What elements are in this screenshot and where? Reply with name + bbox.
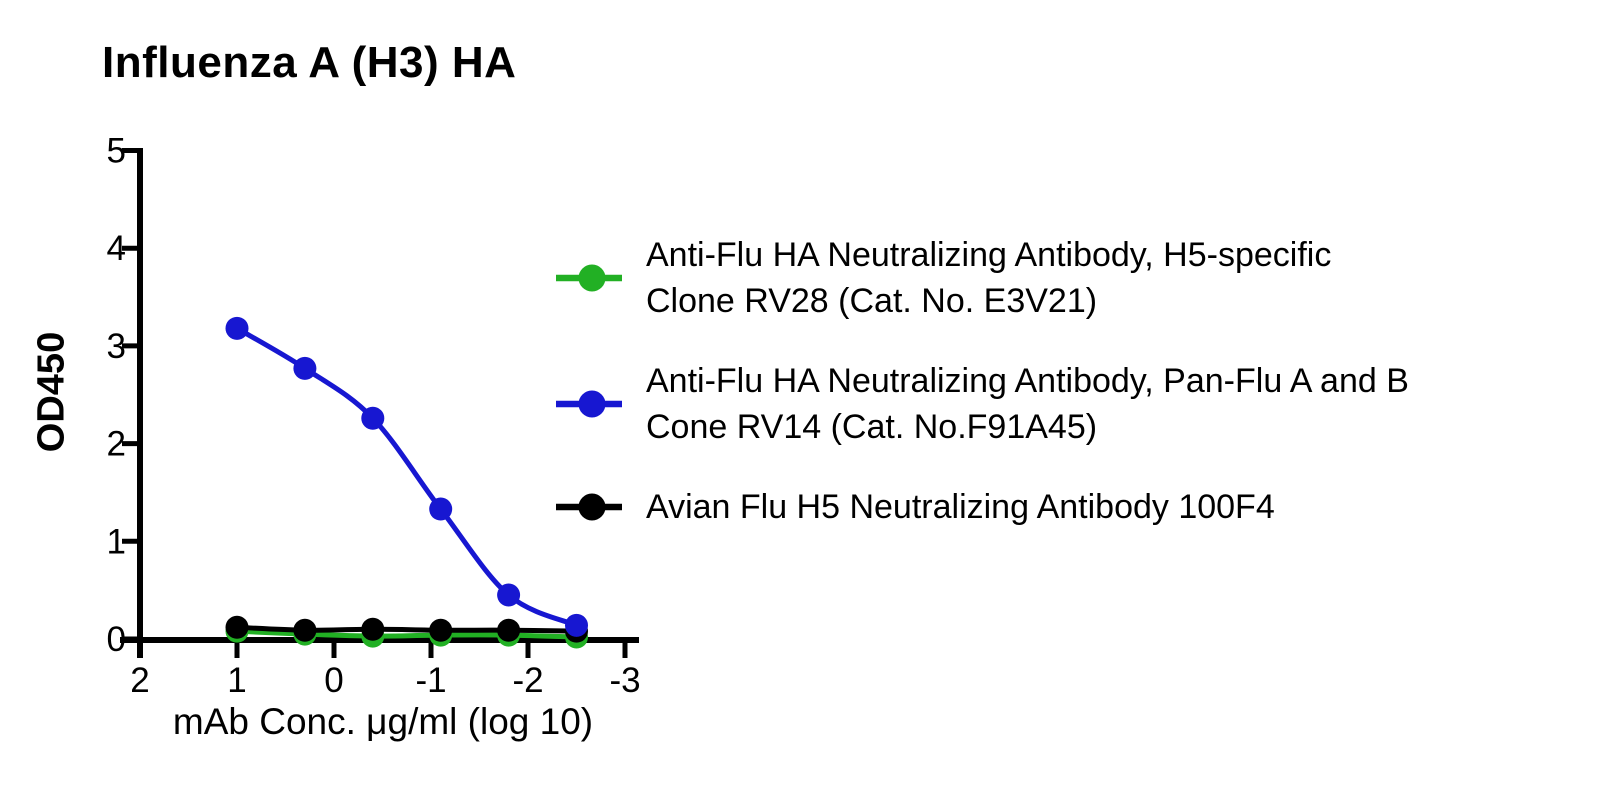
data-point-100f4-black xyxy=(429,618,453,642)
x-tick-label: -2 xyxy=(512,661,543,700)
y-ticks xyxy=(122,148,140,642)
y-tick-label: 4 xyxy=(107,229,126,268)
data-point-rv14-blue xyxy=(497,583,521,607)
x-tick-label: 0 xyxy=(324,661,343,700)
legend-label-line1: Avian Flu H5 Neutralizing Antibody 100F4 xyxy=(646,488,1275,526)
data-point-rv14-blue xyxy=(293,356,317,380)
data-point-100f4-black xyxy=(361,617,385,641)
data-point-rv14-blue xyxy=(361,406,385,430)
y-tick-label: 0 xyxy=(107,620,126,659)
series-layer xyxy=(225,316,588,649)
legend-marker-green xyxy=(556,264,622,292)
x-tick-label: -3 xyxy=(609,661,640,700)
x-tick-label: 2 xyxy=(130,661,149,700)
legend-label-line2: Clone RV28 (Cat. No. E3V21) xyxy=(646,282,1098,320)
y-tick-labels: 0 1 2 3 4 5 xyxy=(107,132,126,660)
series-line-100f4-black xyxy=(234,624,579,634)
x-tick-label: -1 xyxy=(415,661,446,700)
legend-marker-black xyxy=(556,493,622,521)
data-point-100f4-black xyxy=(293,618,317,642)
legend-entry-100f4: Avian Flu H5 Neutralizing Antibody 100F4 xyxy=(556,484,1586,530)
legend-entry-rv14: Anti-Flu HA Neutralizing Antibody, Pan-F… xyxy=(556,358,1586,450)
x-axis-label: mAb Conc. μg/ml (log 10) xyxy=(172,701,594,742)
legend-label-line1: Anti-Flu HA Neutralizing Antibody, Pan-F… xyxy=(646,362,1409,400)
series-line-rv14-blue xyxy=(234,325,579,628)
legend-marker-blue xyxy=(556,390,622,418)
data-point-100f4-black xyxy=(497,618,521,642)
data-point-rv14-blue xyxy=(565,613,588,637)
x-tick-label: 1 xyxy=(227,661,246,700)
chart-title: Influenza A (H3) HA xyxy=(102,38,517,87)
data-point-rv14-blue xyxy=(225,316,249,340)
x-tick-labels: 2 1 0 -1 -2 -3 xyxy=(130,661,640,700)
y-tick-label: 1 xyxy=(107,522,126,561)
data-point-100f4-black xyxy=(225,615,249,639)
y-tick-label: 5 xyxy=(107,132,126,171)
legend-entry-rv28: Anti-Flu HA Neutralizing Antibody, H5-sp… xyxy=(556,232,1586,324)
legend-label-line2: Cone RV14 (Cat. No.F91A45) xyxy=(646,408,1098,446)
legend-label: Anti-Flu HA Neutralizing Antibody, Pan-F… xyxy=(646,358,1409,450)
legend: Anti-Flu HA Neutralizing Antibody, H5-sp… xyxy=(556,232,1586,530)
y-tick-label: 2 xyxy=(107,425,126,464)
legend-label: Avian Flu H5 Neutralizing Antibody 100F4 xyxy=(646,484,1275,530)
data-point-rv14-blue xyxy=(429,497,453,521)
legend-label: Anti-Flu HA Neutralizing Antibody, H5-sp… xyxy=(646,232,1331,324)
x-ticks xyxy=(234,640,628,658)
y-tick-label: 3 xyxy=(107,327,126,366)
legend-label-line1: Anti-Flu HA Neutralizing Antibody, H5-sp… xyxy=(646,236,1332,274)
